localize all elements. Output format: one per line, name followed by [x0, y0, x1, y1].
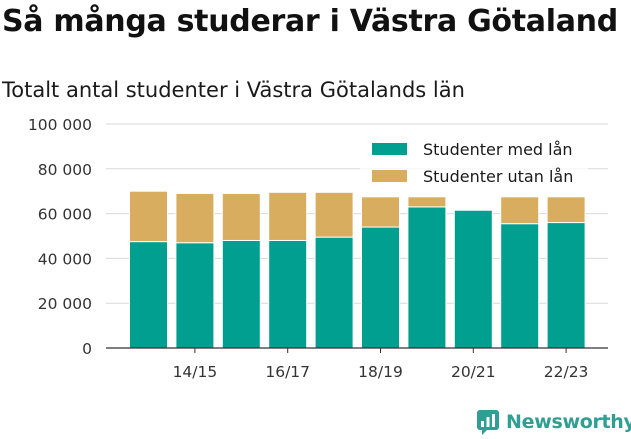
y-tick-label: 20 000 — [38, 295, 92, 313]
chart-subtitle: Totalt antal studenter i Västra Götaland… — [2, 78, 465, 102]
axes: 0 20 000 40 000 60 000 80 000 100 000 14/15 16/… — [28, 116, 608, 381]
bar-without-loan — [129, 190, 168, 243]
y-tick-label: 0 — [82, 340, 92, 358]
bar-without-loan — [221, 192, 261, 241]
y-tick-label: 40 000 — [38, 250, 92, 268]
brand-name: Newsworthy — [506, 411, 631, 433]
bar-with-loan — [500, 223, 540, 349]
legend: Studenter med lån Studenter utan lån — [360, 138, 588, 196]
x-tick-label: 18/19 — [358, 363, 403, 381]
x-tick-label: 16/17 — [265, 363, 310, 381]
legend-swatch — [372, 143, 407, 155]
bar-with-loan — [129, 241, 168, 349]
bar-with-loan — [407, 206, 447, 349]
bar-with-loan — [314, 236, 354, 349]
bar-with-loan — [221, 239, 261, 349]
bar-without-loan — [361, 196, 400, 228]
bar-with-loan — [453, 209, 493, 349]
legend-swatch — [372, 170, 407, 182]
bar-with-loan — [268, 239, 308, 349]
y-tick-label: 100 000 — [28, 116, 92, 134]
newsworthy-brand: Newsworthy — [476, 407, 631, 437]
bar-without-loan — [546, 196, 586, 224]
bars — [129, 190, 586, 349]
bar-without-loan — [407, 196, 447, 208]
bar-with-loan — [175, 242, 215, 349]
bar-with-loan — [361, 226, 400, 349]
bar-without-loan — [175, 192, 215, 244]
bar-without-loan — [500, 196, 540, 225]
y-tick-label: 60 000 — [38, 206, 92, 224]
legend-label: Studenter utan lån — [423, 167, 573, 186]
x-tick-label: 20/21 — [451, 363, 496, 381]
bar-without-loan — [268, 191, 308, 241]
chart-title: Så många studerar i Västra Götaland — [2, 4, 618, 39]
legend-label: Studenter med lån — [423, 140, 573, 159]
bar-without-loan — [314, 191, 354, 238]
bar-with-loan — [546, 222, 586, 349]
y-tick-label: 80 000 — [38, 161, 92, 179]
x-tick-label: 22/23 — [544, 363, 589, 381]
newsworthy-logo-icon — [477, 410, 499, 435]
x-tick-label: 14/15 — [173, 363, 218, 381]
